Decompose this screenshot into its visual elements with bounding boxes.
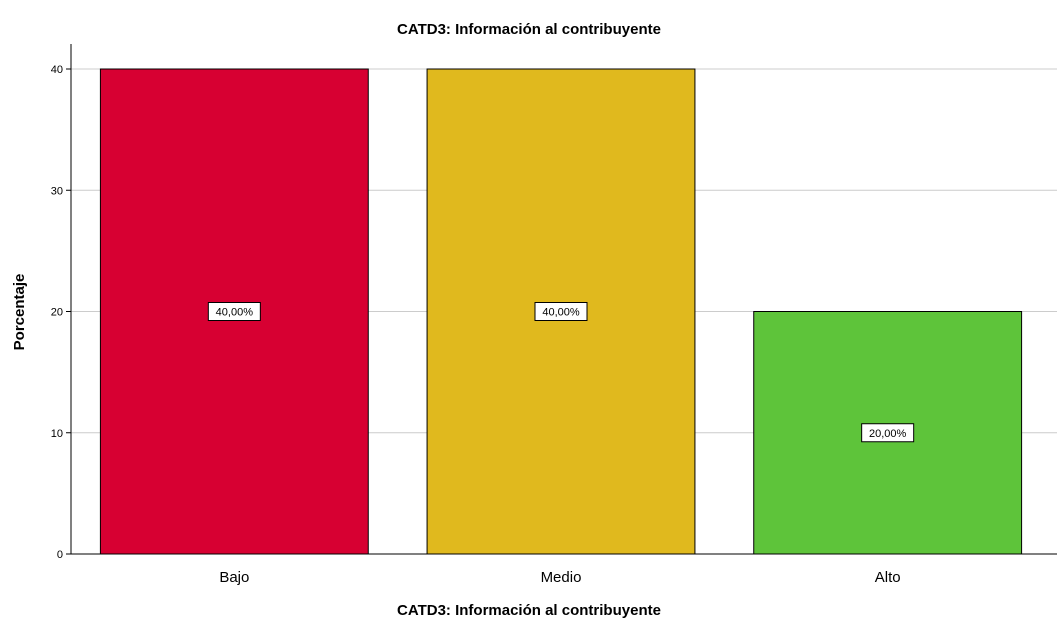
y-tick-label-20: 20 bbox=[51, 307, 63, 319]
x-tick-label-medio: Medio bbox=[541, 569, 582, 586]
axes: 0 10 20 30 40 Bajo Medio Alto bbox=[51, 44, 1057, 586]
x-tick-label-alto: Alto bbox=[875, 569, 901, 586]
y-tick-label-10: 10 bbox=[51, 428, 63, 440]
y-tick-label-0: 0 bbox=[57, 549, 63, 561]
data-labels: 40,00% 40,00% 20,00% bbox=[207, 302, 915, 443]
data-label-box-alto bbox=[861, 423, 915, 443]
y-tick-label-30: 30 bbox=[51, 185, 63, 197]
data-label-box-medio bbox=[534, 302, 588, 321]
chart-title: CATD3: Información al contribuyente bbox=[397, 21, 661, 38]
data-label-medio: 40,00% bbox=[542, 307, 580, 319]
data-label-bajo: 40,00% bbox=[216, 307, 254, 319]
x-tick-label-bajo: Bajo bbox=[219, 569, 249, 586]
y-tick-label-40: 40 bbox=[51, 64, 63, 76]
data-label-box-bajo bbox=[207, 302, 261, 321]
y-axis-title: Porcentaje bbox=[11, 274, 28, 351]
data-label-alto: 20,00% bbox=[869, 428, 907, 440]
x-axis-title: CATD3: Información al contribuyente bbox=[397, 602, 661, 619]
